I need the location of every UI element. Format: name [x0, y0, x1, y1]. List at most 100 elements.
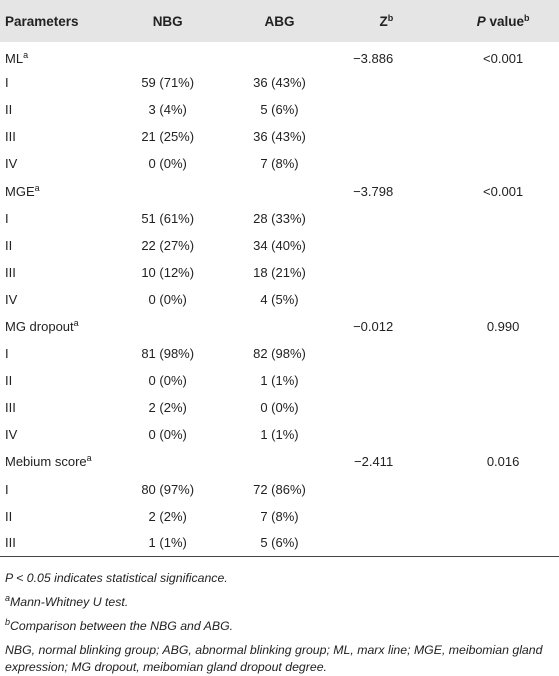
table-cell: 80 (97%)	[112, 476, 224, 503]
table-row: II 22 (27%) 34 (40%)	[0, 232, 559, 259]
table-cell	[447, 232, 559, 259]
cell-text: 2 (2%)	[148, 400, 187, 416]
text: III	[5, 535, 16, 551]
table-cell	[224, 177, 336, 204]
table-cell	[335, 367, 447, 394]
text: II	[5, 102, 13, 118]
table-cell	[224, 448, 336, 475]
table-cell	[335, 259, 447, 286]
cell-text: 21 (25%)	[141, 129, 195, 145]
text: II	[5, 237, 13, 253]
cell-text: 7 (8%)	[260, 156, 299, 172]
table-cell: Mebium scorea	[0, 448, 112, 475]
table-cell: 7 (8%)	[224, 150, 336, 177]
superscript: a	[5, 593, 11, 604]
italic-text: P	[476, 13, 486, 29]
cell-text: −2.411	[354, 454, 394, 470]
table-cell: 22 (27%)	[112, 232, 224, 259]
table-row: III 2 (2%) 0 (0%)	[0, 394, 559, 421]
table-cell: 0 (0%)	[112, 367, 224, 394]
cell-text: 18 (21%)	[253, 264, 306, 280]
table-cell: 82 (98%)	[224, 340, 336, 367]
table-cell: MGEa	[0, 177, 112, 204]
table-cell: 28 (33%)	[224, 205, 336, 232]
table-cell: 59 (71%)	[112, 69, 224, 96]
table-cell: −3.886	[335, 42, 447, 69]
table-row: II 0 (0%) 1 (1%)	[0, 367, 559, 394]
table-row: IV 0 (0%) 4 (5%)	[0, 286, 559, 313]
table-cell	[112, 448, 224, 475]
text: MGE	[5, 183, 35, 199]
table-cell: 72 (86%)	[224, 476, 336, 503]
cell-text: 5 (6%)	[260, 102, 299, 118]
cell-text: <0.001	[483, 183, 524, 199]
table-row: I 59 (71%) 36 (43%)	[0, 69, 559, 96]
table-cell: 34 (40%)	[224, 232, 336, 259]
cell-text: 1 (1%)	[260, 373, 299, 389]
superscript: a	[73, 317, 79, 328]
table-cell	[112, 313, 224, 340]
cell-text: 80 (97%)	[141, 481, 195, 497]
footnotes: P < 0.05 indicates statistical significa…	[0, 557, 559, 676]
table-cell	[447, 69, 559, 96]
table-cell	[335, 503, 447, 530]
cell-text: 0.990	[486, 318, 520, 334]
text: Comparison between the NBG and ABG.	[10, 619, 234, 634]
footnote: aMann-Whitney U test.	[5, 590, 554, 614]
text: NBG, normal blinking group; ABG, abnorma…	[5, 643, 543, 675]
cell-text: 3 (4%)	[148, 102, 187, 118]
superscript: b	[523, 12, 530, 23]
text: III	[5, 264, 16, 280]
table-cell	[335, 530, 447, 557]
table-cell: 0.990	[447, 313, 559, 340]
table-row: I 51 (61%) 28 (33%)	[0, 205, 559, 232]
table-cell: 7 (8%)	[224, 503, 336, 530]
table-row: IV 0 (0%) 7 (8%)	[0, 150, 559, 177]
text: III	[5, 400, 16, 416]
text: MG dropout	[5, 318, 74, 334]
header-cell: Zb	[335, 0, 447, 42]
table-cell: I	[0, 476, 112, 503]
table-cell: −2.411	[335, 448, 447, 475]
table-header: Parameters NBG ABG Zb P valueb	[0, 0, 559, 42]
cell-text: −0.012	[353, 318, 394, 334]
table-cell	[224, 42, 336, 69]
text: ML	[5, 51, 24, 67]
table-cell	[447, 394, 559, 421]
footnote: P < 0.05 indicates statistical significa…	[5, 566, 554, 590]
table-row: I 81 (98%) 82 (98%)	[0, 340, 559, 367]
table-cell: 0 (0%)	[112, 150, 224, 177]
table-row: MGEa −3.798 <0.001	[0, 177, 559, 204]
table-cell	[447, 340, 559, 367]
text: Mann-Whitney U test.	[10, 595, 129, 610]
table-cell	[112, 42, 224, 69]
text: NBG	[152, 13, 183, 29]
cell-text: 36 (43%)	[253, 75, 306, 91]
table-cell	[447, 150, 559, 177]
table-cell: 1 (1%)	[224, 367, 336, 394]
table-cell	[335, 69, 447, 96]
cell-text: 0 (0%)	[260, 400, 299, 416]
text: I	[5, 481, 9, 497]
table-cell	[335, 421, 447, 448]
superscript: a	[23, 50, 29, 61]
table-row: Mebium scorea −2.411 0.016	[0, 448, 559, 475]
table-cell	[335, 340, 447, 367]
table-row: III 10 (12%) 18 (21%)	[0, 259, 559, 286]
table-cell: MLa	[0, 42, 112, 69]
cell-text: <0.001	[483, 51, 524, 67]
text: IV	[5, 156, 18, 172]
header-cell: P valueb	[447, 0, 559, 42]
cell-text: 22 (27%)	[141, 237, 195, 253]
header-cell: ABG	[224, 0, 336, 42]
cell-text: 81 (98%)	[141, 346, 195, 362]
table-cell	[112, 177, 224, 204]
cell-text: 1 (1%)	[148, 535, 187, 551]
table-cell: 51 (61%)	[112, 205, 224, 232]
cell-text: 10 (12%)	[141, 264, 195, 280]
table-cell	[447, 123, 559, 150]
table-cell: II	[0, 367, 112, 394]
table-cell: IV	[0, 286, 112, 313]
table-cell: 5 (6%)	[224, 530, 336, 557]
